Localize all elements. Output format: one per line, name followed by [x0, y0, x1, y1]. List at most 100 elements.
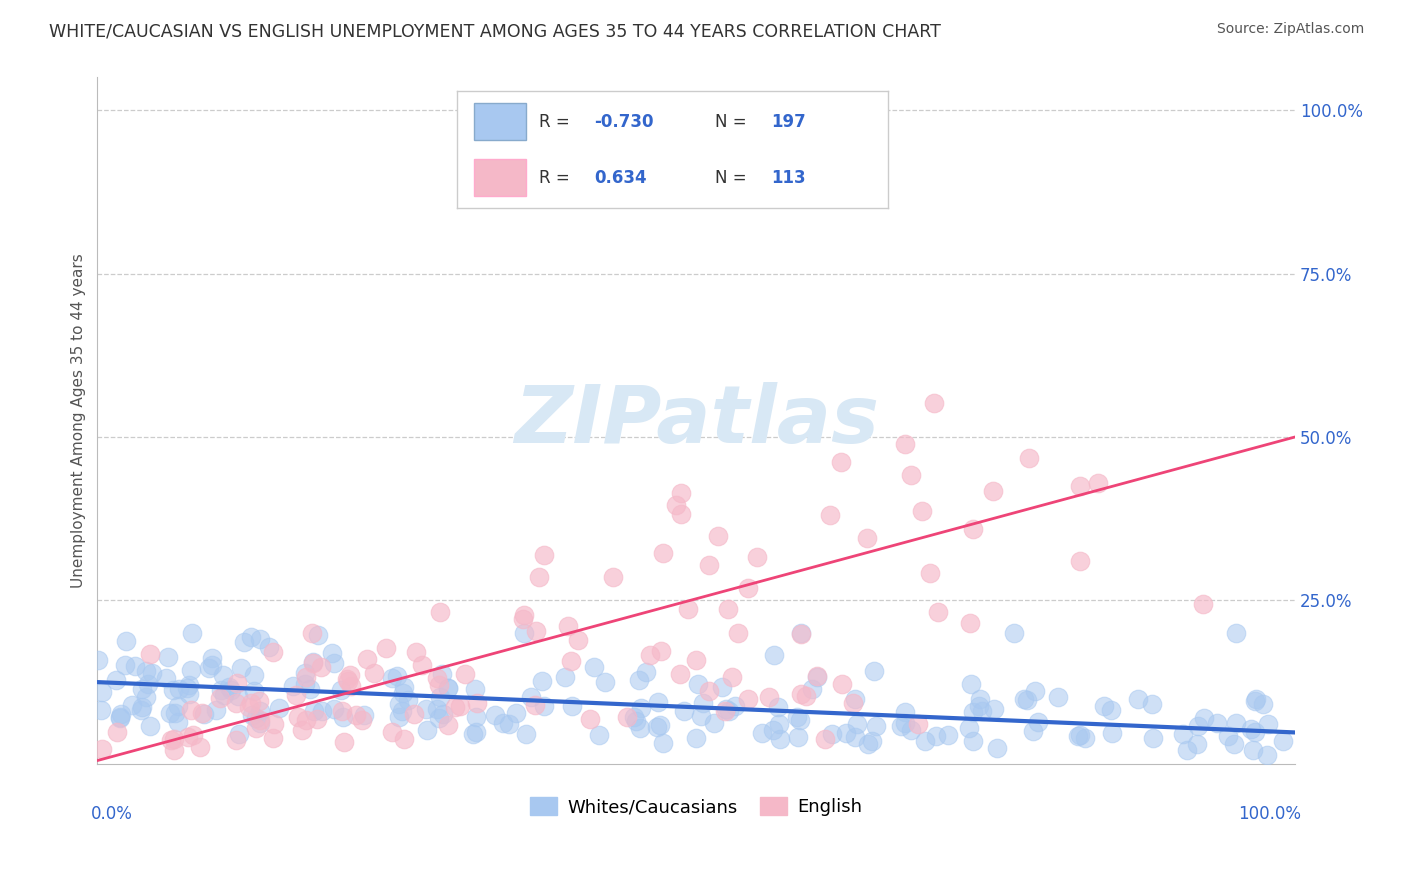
Point	[697, 558, 720, 572]
Point	[323, 656, 346, 670]
Point	[830, 454, 852, 468]
Point	[758, 690, 780, 705]
Point	[630, 700, 652, 714]
Point	[167, 715, 190, 730]
Point	[1142, 731, 1164, 746]
Point	[1225, 715, 1247, 730]
Point	[692, 696, 714, 710]
Point	[350, 713, 373, 727]
Point	[1205, 715, 1227, 730]
Point	[249, 713, 271, 727]
Point	[790, 626, 813, 640]
Point	[814, 732, 837, 747]
Point	[181, 728, 204, 742]
Point	[1026, 714, 1049, 729]
Point	[863, 664, 886, 678]
Point	[959, 677, 981, 691]
Point	[461, 727, 484, 741]
Point	[665, 498, 688, 512]
Point	[415, 702, 437, 716]
Point	[218, 681, 240, 695]
Point	[381, 724, 404, 739]
Point	[449, 699, 471, 714]
Point	[179, 678, 201, 692]
Point	[332, 710, 354, 724]
Point	[1101, 726, 1123, 740]
Point	[426, 701, 449, 715]
Point	[763, 648, 786, 662]
Point	[394, 680, 416, 694]
Point	[498, 716, 520, 731]
Point	[747, 549, 769, 564]
Point	[969, 692, 991, 706]
Point	[806, 669, 828, 683]
Point	[835, 725, 858, 739]
Point	[671, 507, 693, 521]
Point	[794, 689, 817, 703]
Point	[768, 717, 790, 731]
Point	[239, 696, 262, 710]
Point	[515, 727, 537, 741]
Point	[193, 707, 215, 722]
Point	[1175, 743, 1198, 757]
Point	[402, 707, 425, 722]
Point	[560, 654, 582, 668]
Point	[1256, 748, 1278, 763]
Point	[294, 677, 316, 691]
Point	[240, 630, 263, 644]
Point	[114, 658, 136, 673]
Y-axis label: Unemployment Among Ages 35 to 44 years: Unemployment Among Ages 35 to 44 years	[72, 253, 86, 588]
Point	[651, 546, 673, 560]
Point	[90, 703, 112, 717]
Point	[87, 653, 110, 667]
Point	[301, 626, 323, 640]
Point	[121, 698, 143, 713]
Point	[567, 632, 589, 647]
Point	[302, 655, 325, 669]
Point	[249, 716, 271, 731]
Point	[787, 730, 810, 744]
Point	[429, 605, 451, 619]
Point	[676, 602, 699, 616]
Point	[436, 681, 458, 695]
Point	[1002, 626, 1025, 640]
Point	[429, 690, 451, 705]
Point	[634, 665, 657, 679]
Point	[108, 710, 131, 724]
Point	[1074, 731, 1097, 746]
Point	[1240, 722, 1263, 736]
Point	[893, 716, 915, 731]
Point	[1251, 697, 1274, 711]
Point	[135, 690, 157, 704]
Point	[1126, 691, 1149, 706]
Point	[554, 670, 576, 684]
Point	[245, 721, 267, 735]
Point	[790, 687, 813, 701]
Point	[513, 626, 536, 640]
Point	[177, 730, 200, 744]
Point	[323, 702, 346, 716]
Point	[162, 683, 184, 698]
Point	[893, 705, 915, 719]
Point	[284, 688, 307, 702]
Point	[1046, 690, 1069, 704]
Point	[262, 731, 284, 746]
Point	[717, 704, 740, 718]
Point	[983, 483, 1005, 498]
Point	[353, 707, 375, 722]
Point	[336, 673, 359, 687]
Point	[1069, 479, 1091, 493]
Point	[820, 727, 842, 741]
Point	[588, 728, 610, 742]
Point	[212, 688, 235, 702]
Point	[688, 676, 710, 690]
Point	[713, 704, 735, 718]
Point	[139, 719, 162, 733]
Point	[856, 737, 879, 751]
Point	[204, 703, 226, 717]
Point	[900, 467, 922, 482]
Point	[321, 646, 343, 660]
Point	[443, 699, 465, 714]
Point	[163, 706, 186, 721]
Point	[922, 395, 945, 409]
